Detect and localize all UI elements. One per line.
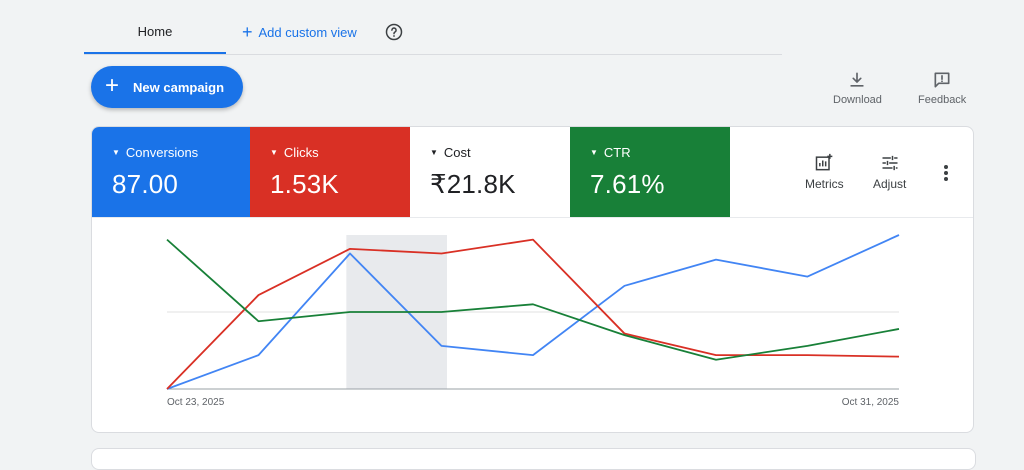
x-tick-label: Oct 31, 2025 <box>842 397 900 408</box>
metric-label: Cost <box>443 145 471 160</box>
performance-card: ▼ Conversions 87.00 ▼ Clicks 1.53K ▼ Cost ₹… <box>91 126 974 433</box>
x-tick-label: Oct 23, 2025 <box>167 397 225 408</box>
metric-value: ₹21.8K <box>430 169 516 199</box>
dropdown-icon: ▼ <box>270 148 278 157</box>
download-icon <box>850 72 865 87</box>
new-campaign-button[interactable]: + New campaign <box>91 66 243 108</box>
plus-icon: + <box>242 22 253 42</box>
metric-cost[interactable]: ▼ Cost ₹21.8K <box>410 127 570 217</box>
metric-value: 1.53K <box>270 169 339 199</box>
more-vert-icon[interactable] <box>940 163 952 183</box>
series-line-1 <box>166 234 900 390</box>
metric-clicks[interactable]: ▼ Clicks 1.53K <box>250 127 410 217</box>
metrics-button[interactable]: Metrics <box>805 153 844 191</box>
metric-value: 87.00 <box>112 169 179 199</box>
dropdown-icon: ▼ <box>112 148 120 157</box>
tab-home[interactable]: Home <box>84 10 226 54</box>
metric-value: 7.61% <box>590 169 665 199</box>
metric-label: Clicks <box>283 145 319 160</box>
plus-icon: + <box>105 72 120 99</box>
series-line-3 <box>166 238 900 361</box>
metric-label: CTR <box>603 145 631 160</box>
dropdown-icon: ▼ <box>430 148 438 157</box>
adjust-button[interactable]: Adjust <box>873 153 906 191</box>
view-tabs: Home + Add custom view <box>84 10 782 55</box>
tab-home-label: Home <box>137 23 173 39</box>
metric-ctr[interactable]: ▼ CTR 7.61% <box>570 127 730 217</box>
series-line-2 <box>166 238 900 390</box>
new-campaign-label: New campaign <box>133 79 225 95</box>
performance-chart: Oct 23, 2025 Oct 31, 2025 <box>166 234 900 408</box>
add-custom-view-button[interactable]: + Add custom view <box>242 10 357 54</box>
feedback-icon <box>934 72 950 88</box>
feedback-button[interactable]: Feedback <box>918 70 966 106</box>
add-chart-icon <box>816 153 833 171</box>
metrics-row: ▼ Conversions 87.00 ▼ Clicks 1.53K ▼ Cost ₹… <box>92 127 973 218</box>
add-custom-view-label: Add custom view <box>258 24 357 40</box>
metrics-label: Metrics <box>805 177 844 191</box>
next-card <box>91 448 976 470</box>
feedback-label: Feedback <box>918 94 967 106</box>
adjust-label: Adjust <box>873 177 907 191</box>
help-icon[interactable] <box>385 23 403 41</box>
metric-conversions[interactable]: ▼ Conversions 87.00 <box>92 127 250 217</box>
tune-icon <box>882 155 898 171</box>
download-button[interactable]: Download <box>833 70 882 106</box>
dropdown-icon: ▼ <box>590 148 598 157</box>
metric-label: Conversions <box>125 145 199 160</box>
download-label: Download <box>833 94 882 106</box>
